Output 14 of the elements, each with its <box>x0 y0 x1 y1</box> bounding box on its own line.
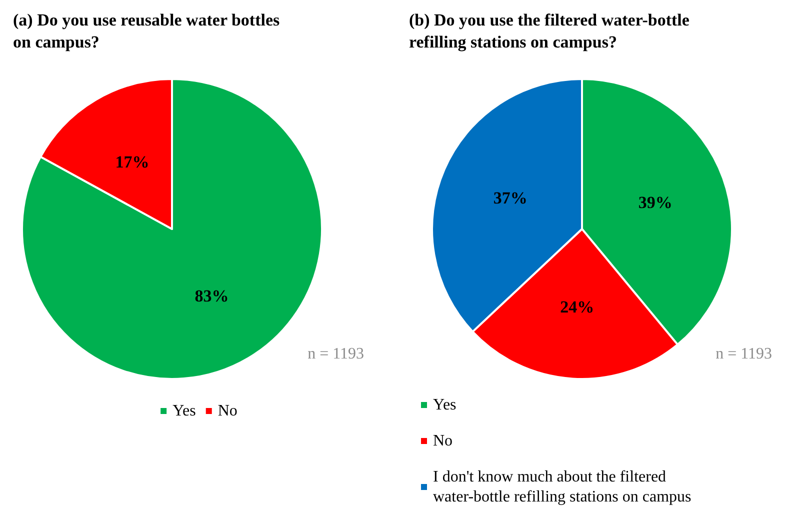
chart-title: (b) Do you use the filtered water-bottle refilling stations on campus? <box>409 10 694 52</box>
text: n = 1193 <box>308 346 364 362</box>
legend-label: Yes <box>172 402 196 420</box>
legend-label: No <box>433 432 453 450</box>
legend-label: No <box>218 402 238 420</box>
data-label: 17% <box>115 152 150 172</box>
data-label: 37% <box>493 188 528 208</box>
legend-label: Yes <box>433 396 456 414</box>
data-label: 39% <box>638 193 672 212</box>
data-label: 83% <box>194 286 229 306</box>
legend-label: I don't know much about the filtered water-bottle refilling stations on campus <box>433 468 692 506</box>
chart-title: (a) Do you use reusable water bottles on campus? <box>13 10 284 52</box>
data-label: 24% <box>560 297 594 316</box>
text: n = 1193 <box>716 346 772 362</box>
